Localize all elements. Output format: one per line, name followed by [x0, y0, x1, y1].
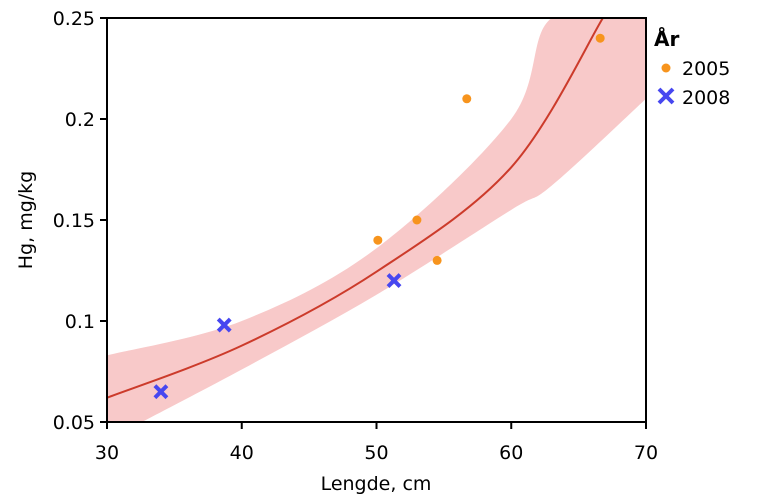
fit-line-layer: [107, 18, 604, 399]
point-2005: [462, 94, 472, 104]
legend-marker-2008: [657, 87, 675, 105]
legend-marker-2005: [661, 63, 671, 73]
point-2008: [386, 273, 402, 289]
axis-ticks: 30 40 50 60 70 0.05 0.1 0.15 0.2 0.25: [53, 8, 658, 464]
point-2008: [153, 384, 169, 400]
x-tick-label: 40: [230, 442, 254, 464]
legend-label-2008: 2008: [682, 87, 730, 109]
x-axis-label: Lengde, cm: [321, 473, 432, 495]
point-2005: [595, 33, 605, 43]
legend-title: År: [654, 27, 679, 51]
y-axis-label: Hg, mg/kg: [15, 171, 37, 269]
x-tick-label: 50: [364, 442, 388, 464]
y-tick-label: 0.25: [53, 8, 95, 30]
x-tick-label: 60: [499, 442, 523, 464]
confidence-band: [107, 18, 646, 422]
fit-line: [107, 18, 604, 399]
legend-label-2005: 2005: [682, 58, 730, 80]
point-2008: [216, 317, 232, 333]
y-tick-label: 0.15: [53, 210, 95, 232]
y-tick-label: 0.05: [53, 412, 95, 434]
confidence-band-layer: [107, 18, 646, 422]
data-points: [153, 33, 605, 400]
y-tick-label: 0.1: [65, 311, 95, 333]
x-tick-label: 30: [95, 442, 119, 464]
legend: År 2005 2008: [654, 27, 730, 109]
y-tick-label: 0.2: [65, 109, 95, 131]
point-2005: [412, 215, 422, 225]
point-2005: [432, 255, 442, 265]
point-2005: [373, 235, 383, 245]
x-tick-label: 70: [634, 442, 658, 464]
